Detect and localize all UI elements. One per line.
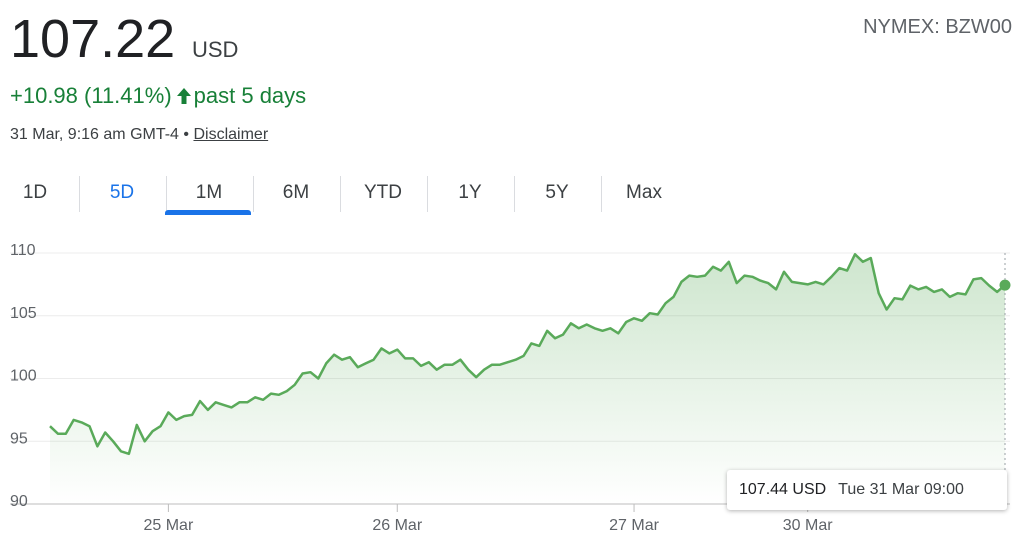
range-tab[interactable]: 5Y xyxy=(545,182,569,203)
y-tick-label: 90 xyxy=(10,493,28,510)
change: +10.98 (11.41%) xyxy=(10,83,172,108)
period: past 5 days xyxy=(193,83,307,108)
range-tab[interactable]: 5D xyxy=(109,182,135,203)
price-line xyxy=(49,253,1006,456)
x-tick-label: 25 Mar xyxy=(143,517,193,534)
area-fill xyxy=(50,254,1005,504)
hover-point xyxy=(999,279,1011,291)
range-tab[interactable]: 6M xyxy=(282,182,310,203)
tab-separator xyxy=(340,176,341,212)
timestamp: 31 Mar, 9:16 am GMT-4 xyxy=(10,126,179,143)
tab-underline xyxy=(165,210,251,215)
change-row: +10.98 (11.41%) past 5 days xyxy=(10,83,306,109)
x-tick-label: 30 Mar xyxy=(783,517,833,534)
range-tab[interactable]: 1M xyxy=(195,182,223,203)
exchange: NYMEX: BZW00 xyxy=(863,16,1012,38)
y-tick-label: 110 xyxy=(10,242,36,259)
range-tab[interactable]: Max xyxy=(626,182,662,203)
range-tab[interactable]: 1D xyxy=(22,182,48,203)
y-tick-label: 105 xyxy=(10,305,37,322)
up-arrow xyxy=(176,88,191,104)
price: 107.22 xyxy=(10,9,176,69)
tab-separator xyxy=(166,176,167,212)
currency: USD xyxy=(192,37,239,62)
tab-separator xyxy=(427,176,428,212)
timestamp-row: 31 Mar, 9:16 am GMT-4 • Disclaimer xyxy=(10,126,268,144)
tooltip-time: Tue 31 Mar 09:00 xyxy=(838,481,964,498)
range-tab[interactable]: 1Y xyxy=(458,182,482,203)
disclaimer-link[interactable]: Disclaimer xyxy=(193,126,269,143)
tooltip-value: 107.44 USD xyxy=(739,481,827,498)
range-tab[interactable]: YTD xyxy=(364,182,402,203)
y-tick-label: 95 xyxy=(10,430,28,447)
x-tick-label: 27 Mar xyxy=(609,517,659,534)
tooltip: 107.44 USD Tue 31 Mar 09:00 xyxy=(727,470,1007,510)
tab-separator xyxy=(253,176,254,212)
y-tick-label: 100 xyxy=(10,368,37,385)
tab-separator xyxy=(79,176,80,212)
x-tick-label: 26 Mar xyxy=(372,517,422,534)
separator: • xyxy=(183,126,190,143)
tab-separator xyxy=(601,176,602,212)
tab-separator xyxy=(514,176,515,212)
